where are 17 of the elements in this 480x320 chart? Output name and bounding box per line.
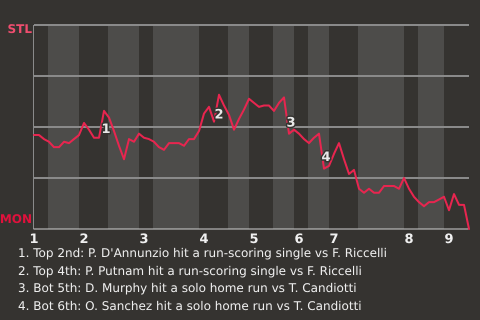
text: 4. Bot 6th: O. Sanchez hit a solo home run vs T. Candiotti [18, 298, 363, 314]
text: 2. Top 4th: P. Putnam hit a run-scoring single vs F. Riccelli [18, 262, 363, 280]
x-tick-label: 8 [404, 232, 414, 248]
annotation: 2 [214, 107, 224, 122]
text: MON [0, 212, 32, 226]
x-tick-label: 2 [79, 232, 89, 248]
annotation: 1 [101, 122, 111, 138]
x-tick-label: 6 [294, 232, 304, 248]
x-tick-label: 5 [249, 232, 259, 248]
x-tick-label: 1 [29, 232, 39, 248]
text: 1. Top 2nd: P. D'Annunzio hit a run-scoring single vs F. Riccelli [18, 245, 387, 262]
x-tick-label: 4 [199, 232, 209, 248]
x-tick-label: 3 [139, 232, 149, 248]
text: 3. Bot 5th: D. Murphy hit a solo home run vs T. Candiotti [18, 280, 358, 297]
text: STL [8, 22, 32, 36]
x-tick-label: 9 [444, 232, 454, 248]
x-tick-label: 7 [329, 232, 339, 248]
